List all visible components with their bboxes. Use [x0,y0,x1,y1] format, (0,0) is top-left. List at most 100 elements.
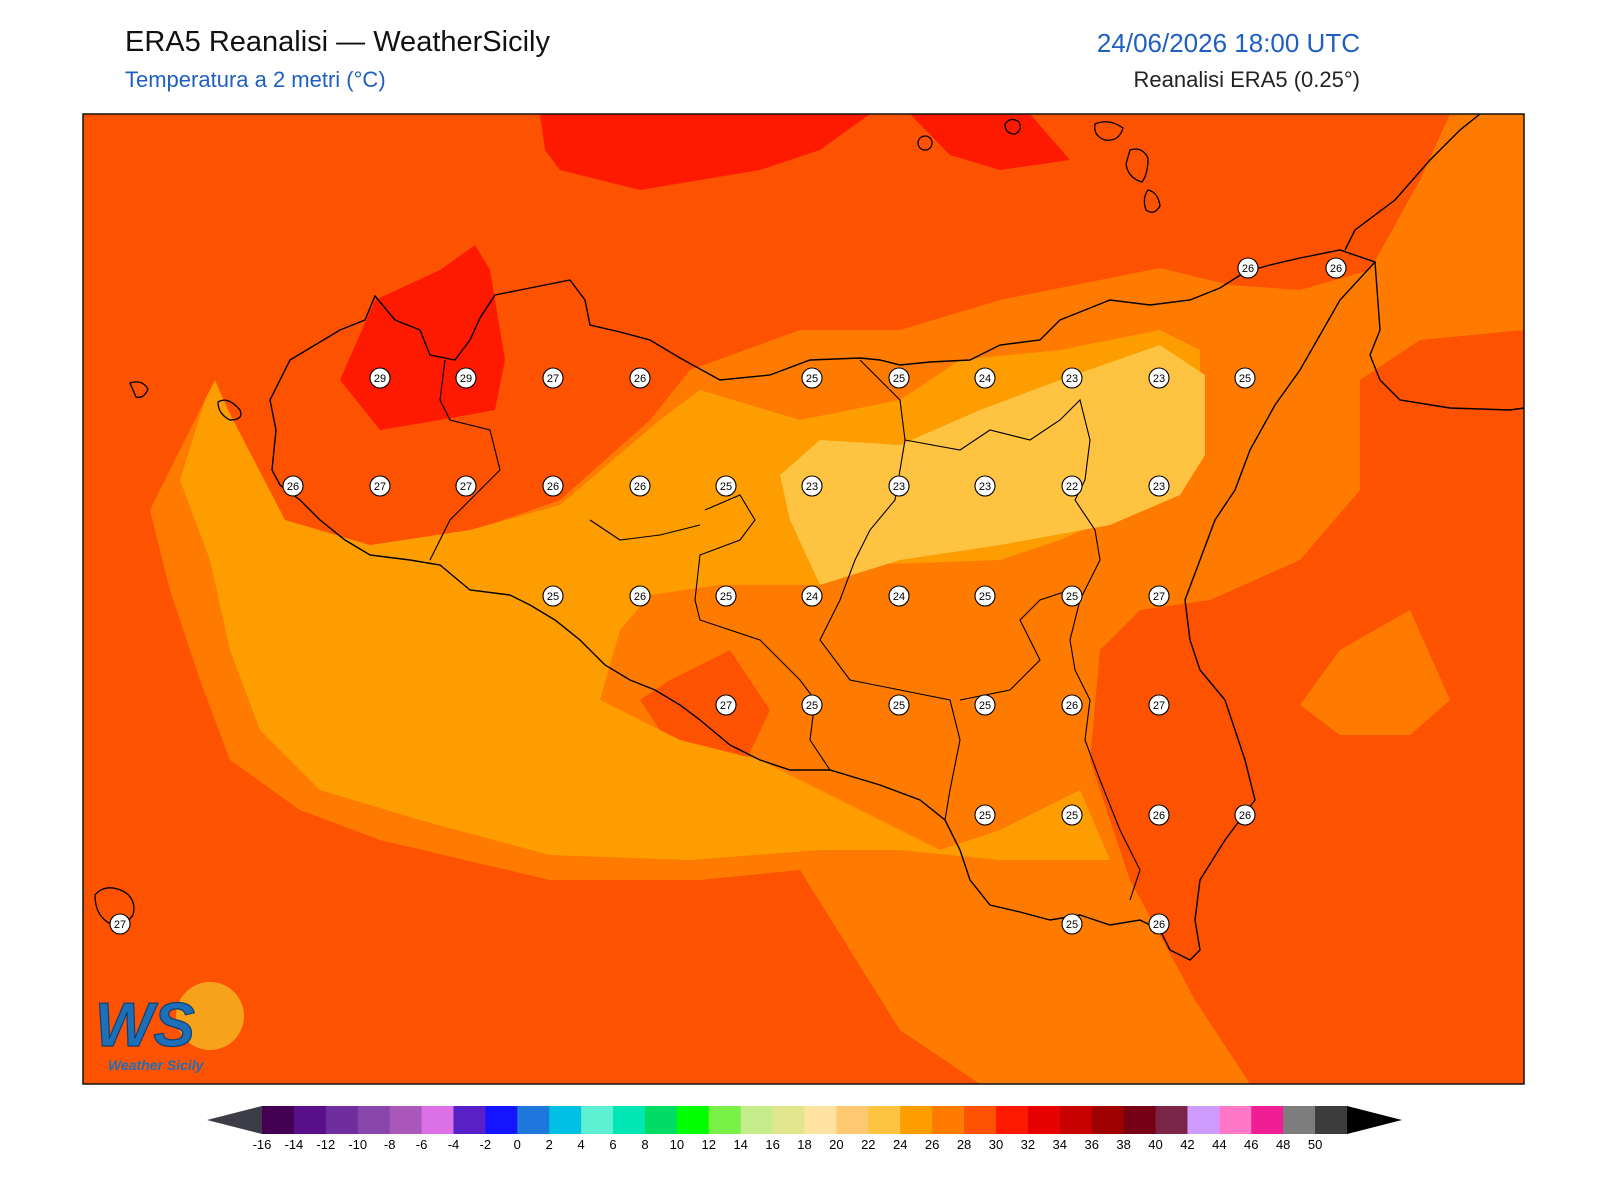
station-marker: 27 [715,694,737,716]
station-circle [888,475,910,497]
colorbar-underflow-arrow [207,1106,262,1134]
station-value: 26 [287,481,299,493]
station-marker: 23 [1148,367,1170,389]
colorbar-tick-label: 12 [702,1137,716,1152]
station-marker: 26 [1061,694,1083,716]
station-circle [1325,257,1347,279]
station-value: 26 [1066,700,1078,712]
colorbar-tick-label: 42 [1180,1137,1194,1152]
colorbar-tick-label: 44 [1212,1137,1226,1152]
colorbar-swatch [1283,1106,1316,1134]
band-24-26-east [1300,610,1450,735]
colorbar-tick-label: 38 [1116,1137,1130,1152]
colorbar-tick-label: 46 [1244,1137,1258,1152]
map-source: Reanalisi ERA5 (0.25°) [1133,67,1360,92]
station-value: 23 [806,481,818,493]
station-marker: 24 [888,585,910,607]
island-marettimo [217,399,242,421]
station-value: 25 [979,591,991,603]
colorbar-swatch [995,1106,1029,1134]
colorbar-tick-label: 0 [514,1137,521,1152]
station-value: 24 [806,591,818,603]
station-value: 25 [979,810,991,822]
colorbar-swatch [1155,1106,1188,1134]
station-value: 25 [1066,591,1078,603]
colorbar-swatch [644,1106,678,1134]
station-marker: 26 [629,475,651,497]
colorbar-tick-label: 6 [609,1137,616,1152]
colorbar-tick-label: 28 [957,1137,971,1152]
station-value: 27 [1153,591,1165,603]
station-marker: 27 [455,475,477,497]
station-marker: 25 [1061,913,1083,935]
station-value: 26 [1239,810,1251,822]
colorbar-swatch [357,1106,391,1134]
colorbar-tick-label: 50 [1308,1137,1322,1152]
colorbar-tick-label: -4 [448,1137,460,1152]
colorbar-tick-label: 8 [641,1137,648,1152]
station-marker: 27 [109,913,131,935]
station-value: 25 [806,373,818,385]
station-marker: 27 [1148,585,1170,607]
colorbar-swatch [1027,1106,1061,1134]
station-circle [974,694,996,716]
station-marker: 23 [1061,367,1083,389]
colorbar-swatch [1315,1106,1348,1134]
colorbar-swatch [293,1106,327,1134]
colorbar-tick-label: -8 [384,1137,396,1152]
station-circle [1061,804,1083,826]
colorbar-tick-label: 26 [925,1137,939,1152]
station-value: 25 [1239,373,1251,385]
station-marker: 29 [455,367,477,389]
station-value: 23 [1153,373,1165,385]
colorbar-swatch [389,1106,423,1134]
station-marker: 25 [715,585,737,607]
station-circle [542,585,564,607]
station-circle [282,475,304,497]
station-marker: 23 [974,475,996,497]
station-circle [629,475,651,497]
station-value: 23 [979,481,991,493]
station-value: 27 [547,373,559,385]
station-marker: 26 [629,367,651,389]
station-circle [1148,804,1170,826]
station-circle [1061,913,1083,935]
station-marker: 26 [1234,804,1256,826]
colorbar-tick-label: 4 [578,1137,585,1152]
station-circle [1148,913,1170,935]
station-marker: 25 [1061,585,1083,607]
station-marker: 25 [974,804,996,826]
island-favignana [129,381,149,398]
station-value: 25 [893,700,905,712]
colorbar-tick-label: 30 [989,1137,1003,1152]
colorbar-tick-label: 40 [1148,1137,1162,1152]
station-marker: 23 [1148,475,1170,497]
station-marker: 25 [888,694,910,716]
map-title: ERA5 Reanalisi — WeatherSicily [125,26,550,58]
station-value: 26 [1153,810,1165,822]
colorbar-swatch [772,1106,805,1134]
colorbar-swatch [421,1106,454,1134]
station-marker: 25 [974,694,996,716]
station-value: 26 [634,591,646,603]
colorbar-tick-label: 34 [1053,1137,1067,1152]
colorbar-swatch [325,1106,359,1134]
colorbar-swatch [1251,1106,1284,1134]
station-marker: 23 [888,475,910,497]
coastline [269,113,1525,961]
island-ustica [917,135,933,151]
colorbar-swatch [581,1106,614,1134]
station-markers: 26 26 29 29 27 26 25 25 24 23 23 25 26 27 27 26 26 25 23 23… [109,257,1347,935]
map-subtitle: Temperatura a 2 metri (°C) [125,67,386,92]
station-value: 23 [1066,373,1078,385]
station-circle [542,367,564,389]
colorbar: -16 -14 -12 -10 -8 -6 -4 -2 0 2 4 6 8 10 12 14 16 18 20 22 2… [207,1106,1402,1152]
station-circle [1148,475,1170,497]
station-circle [369,475,391,497]
station-circle [888,367,910,389]
station-value: 26 [1153,919,1165,931]
colorbar-swatch [708,1106,742,1134]
station-value: 25 [979,700,991,712]
station-marker: 25 [1061,804,1083,826]
